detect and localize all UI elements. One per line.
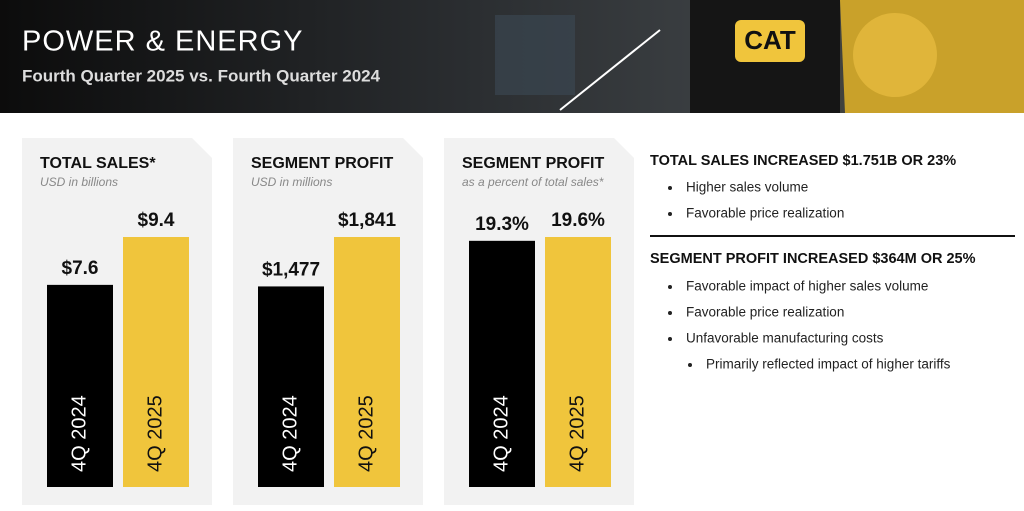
note-bullet: Favorable price realization xyxy=(686,206,844,221)
category-label: 4Q 2025 xyxy=(144,395,166,472)
note-bullet: Favorable price realization xyxy=(686,305,844,320)
logo: CAT xyxy=(744,25,796,55)
category-label: 4Q 2025 xyxy=(566,395,588,472)
bullet-dot xyxy=(668,311,672,315)
bullet-dot xyxy=(688,363,692,367)
category-label: 4Q 2024 xyxy=(279,395,301,472)
bar xyxy=(47,284,113,487)
value-label: $1,477 xyxy=(262,259,320,280)
bullet-dot xyxy=(668,212,672,216)
note-heading: TOTAL SALES INCREASED $1.751B OR 23% xyxy=(650,153,956,169)
chart-title: TOTAL SALES* xyxy=(40,155,156,172)
note-heading: SEGMENT PROFIT INCREASED $364M OR 25% xyxy=(650,251,976,267)
chart-title: SEGMENT PROFIT xyxy=(251,155,393,172)
note-bullet: Higher sales volume xyxy=(686,180,808,195)
photo-shape xyxy=(495,15,575,95)
logo-bg xyxy=(735,20,805,62)
bar xyxy=(334,237,400,487)
note-bullet: Favorable impact of higher sales volume xyxy=(686,279,928,294)
category-label: 4Q 2025 xyxy=(355,395,377,472)
bullet-dot xyxy=(668,285,672,289)
chart-subtitle: USD in billions xyxy=(40,175,118,189)
bar xyxy=(545,237,611,487)
bar xyxy=(469,240,535,487)
value-label: 19.3% xyxy=(475,214,529,235)
header-subtitle: Fourth Quarter 2025 vs. Fourth Quarter 2… xyxy=(22,66,381,85)
bar xyxy=(258,286,324,487)
category-label: 4Q 2024 xyxy=(490,395,512,472)
category-label: 4Q 2024 xyxy=(68,395,90,472)
value-label: $1,841 xyxy=(338,210,397,231)
chart-subtitle: USD in millions xyxy=(251,175,332,189)
header-title: POWER & ENERGY xyxy=(22,26,304,58)
chart-subtitle: as a percent of total sales* xyxy=(462,175,604,189)
bullet-dot xyxy=(668,337,672,341)
value-label: $7.6 xyxy=(62,258,99,279)
bar xyxy=(123,237,189,487)
chart-title: SEGMENT PROFIT xyxy=(462,155,604,172)
value-label: 19.6% xyxy=(551,210,605,231)
bullet-dot xyxy=(668,186,672,190)
accent-line xyxy=(559,29,661,111)
note-bullet: Unfavorable manufacturing costs xyxy=(686,331,884,346)
value-label: $9.4 xyxy=(138,210,175,231)
note-sub-bullet: Primarily reflected impact of higher tar… xyxy=(706,357,951,372)
photo-shape xyxy=(853,13,937,97)
